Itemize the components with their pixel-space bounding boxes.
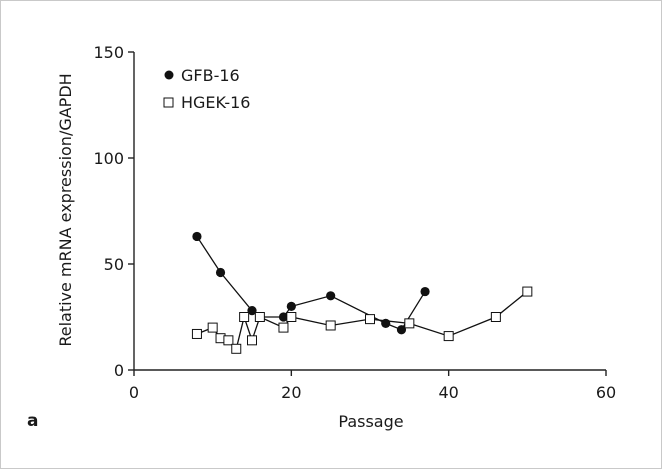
data-point-gfb-16 (326, 291, 336, 301)
data-point-hgek-16 (443, 331, 454, 342)
data-point-hgek-16 (404, 318, 415, 329)
x-tick-label: 20 (281, 383, 301, 402)
data-point-gfb-16 (215, 267, 226, 278)
y-axis-title: Relative mRNA expression/GAPDH (56, 73, 75, 346)
data-point-hgek-16 (231, 343, 242, 354)
data-point-hgek-16 (490, 312, 501, 322)
y-tick-label: 0 (114, 361, 124, 380)
ticks: 0 20 40 60 0 50 100 150 (93, 43, 616, 402)
x-axis-title: Passage (338, 412, 403, 431)
data-point-gfb-16 (396, 325, 407, 335)
data-point-gfb-16 (278, 312, 289, 322)
data-point-hgek-16 (365, 314, 375, 325)
legend-marker-gfb-16 (164, 70, 174, 80)
series-layer (191, 231, 533, 354)
x-tick-label: 40 (438, 383, 458, 402)
legend: GFB-16 HGEK-16 (163, 66, 250, 112)
data-point-gfb-16 (286, 301, 296, 311)
data-point-hgek-16 (207, 322, 218, 333)
y-tick-label: 100 (93, 149, 124, 168)
data-point-hgek-16 (239, 312, 250, 322)
legend-label-hgek-16: HGEK-16 (181, 93, 250, 112)
axes (133, 52, 606, 371)
data-point-gfb-16 (381, 318, 391, 328)
data-point-hgek-16 (278, 322, 289, 333)
data-point-gfb-16 (247, 306, 257, 316)
data-point-hgek-16 (191, 328, 202, 339)
y-tick-label: 150 (93, 43, 124, 62)
data-point-gfb-16 (192, 231, 202, 242)
data-point-hgek-16 (223, 335, 234, 346)
data-point-gfb-16 (420, 286, 430, 297)
x-tick-label: 0 (129, 383, 139, 402)
data-point-hgek-16 (286, 312, 297, 322)
series-line-gfb-16 (196, 236, 426, 331)
data-point-hgek-16 (254, 312, 265, 322)
y-tick-label: 50 (104, 255, 124, 274)
legend-label-gfb-16: GFB-16 (181, 66, 240, 85)
data-point-hgek-16 (325, 320, 336, 331)
data-point-hgek-16 (522, 286, 533, 297)
legend-marker-hgek-16 (163, 97, 174, 108)
panel-label: a (27, 411, 38, 431)
x-tick-label: 60 (596, 383, 616, 402)
data-point-hgek-16 (247, 335, 257, 346)
